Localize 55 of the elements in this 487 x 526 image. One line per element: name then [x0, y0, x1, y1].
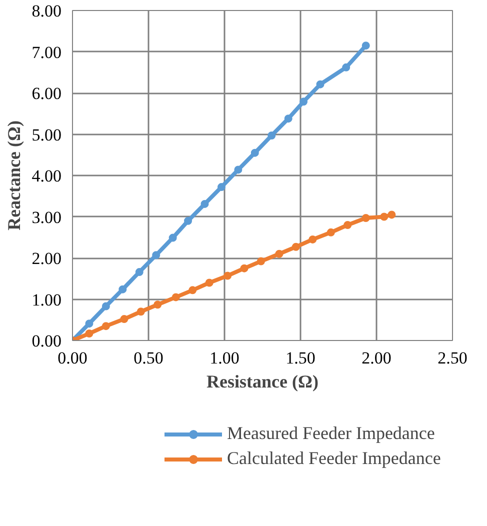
point: [388, 210, 396, 219]
x-tick-label: 1.50: [286, 348, 316, 368]
y-tick-label: 4.00: [32, 166, 62, 186]
point: [362, 214, 370, 222]
point: [316, 80, 324, 88]
x-tick-label: 1.00: [210, 348, 240, 368]
point: [268, 131, 276, 140]
y-tick-label: 6.00: [32, 84, 62, 103]
point: [118, 285, 127, 294]
point: [102, 302, 110, 310]
point: [135, 268, 144, 276]
y-tick-label: 5.00: [32, 125, 62, 144]
y-tick-label: 2.00: [32, 249, 62, 268]
x-tick-label: 2.50: [438, 348, 468, 368]
point: [168, 234, 177, 242]
point: [308, 235, 317, 244]
point: [205, 278, 214, 287]
point: [240, 264, 248, 272]
point: [85, 329, 94, 338]
point: [102, 322, 110, 330]
point: [172, 293, 180, 302]
x-tick-label: 0.50: [134, 348, 164, 368]
legend-label: Calculated Feeder Impedance: [227, 448, 441, 469]
point: [200, 200, 209, 208]
y-tick-label: 0.00: [32, 332, 62, 350]
point: [85, 320, 94, 328]
y-tick-label: 8.00: [32, 2, 62, 20]
point: [136, 308, 145, 316]
y-axis-title: Reactance (Ω): [4, 120, 24, 230]
point: [250, 148, 259, 157]
y-tick-label: 1.00: [32, 290, 62, 310]
point: [217, 183, 226, 192]
point: [362, 42, 370, 50]
point: [188, 286, 197, 294]
y-tick-label: 3.00: [32, 208, 62, 227]
point: [275, 250, 284, 258]
point: [380, 212, 388, 221]
point: [154, 300, 162, 309]
point: [344, 221, 352, 229]
x-axis-title: Resistance (Ω): [206, 372, 318, 392]
y-tick-label: 7.00: [32, 42, 62, 62]
point: [292, 242, 300, 251]
x-tick-label: 2.00: [362, 348, 392, 368]
point: [152, 251, 160, 260]
point: [326, 228, 335, 236]
point: [184, 216, 192, 225]
point: [342, 63, 350, 72]
x-tick-label: 0.00: [58, 348, 88, 368]
point: [120, 315, 128, 324]
point: [256, 257, 265, 266]
point: [284, 114, 292, 123]
point: [300, 98, 308, 106]
point: [234, 166, 242, 174]
point: [224, 272, 232, 280]
legend-label: Measured Feeder Impedance: [227, 423, 435, 444]
